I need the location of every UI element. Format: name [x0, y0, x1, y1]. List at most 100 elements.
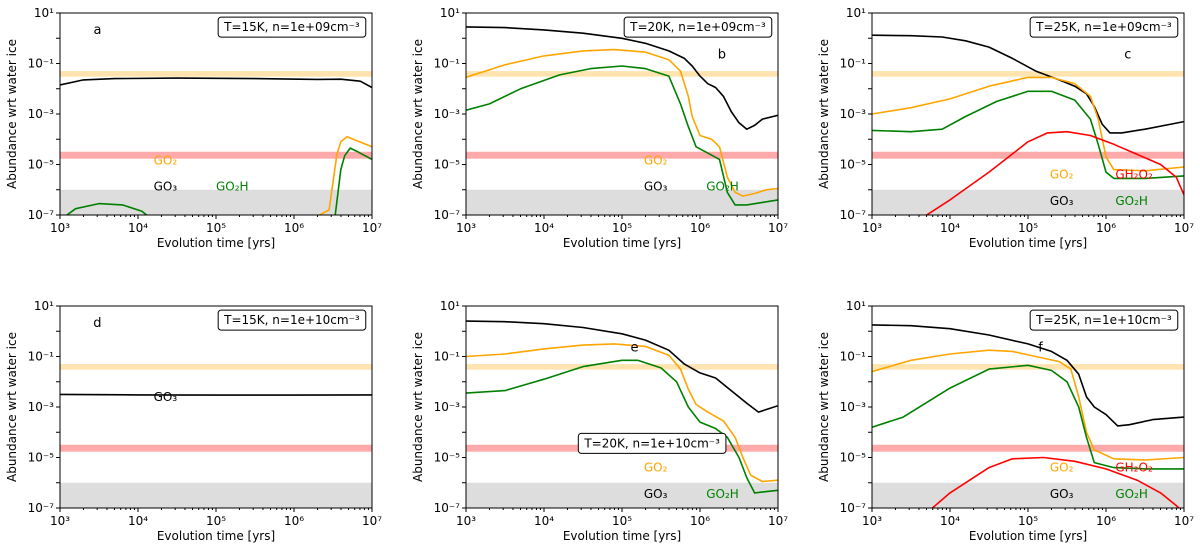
y-tick-label: 10⁻³ [434, 400, 461, 414]
series-line-GO3 [466, 320, 778, 413]
x-tick-label: 10³ [456, 221, 476, 235]
series-line-GO3 [60, 393, 372, 396]
chart-panel-b: 10³ 10⁴ 10⁵ 10⁶ 10⁷ 10⁻⁷ 10⁻⁵ 10⁻³ 10⁻¹ 10¹ Evolut… [411, 6, 788, 250]
band-red [872, 444, 1184, 452]
legend: GO₂ GO₃ GO₂H [644, 153, 739, 193]
series-line-GO3 [872, 34, 1184, 134]
series-line-GO2 [872, 349, 1184, 461]
series-line-GO2H [872, 364, 1184, 470]
y-tick-label: 10⁻⁵ [840, 158, 867, 172]
x-tick-label: 10⁵ [1018, 221, 1038, 235]
series-line-GO2 [466, 343, 778, 483]
y-tick-label: 10⁻⁷ [840, 208, 867, 222]
y-tick-label: 10¹ [440, 6, 460, 20]
plot-area [872, 324, 1184, 508]
band-orange [872, 364, 1184, 370]
y-tick-label: 10⁻¹ [28, 57, 55, 71]
info-label: T=25K, n=1e+09cm⁻³ [1035, 20, 1172, 34]
series-line-GO2 [317, 135, 372, 215]
info-box-frame [623, 16, 773, 38]
x-tick-label: 10³ [456, 514, 476, 528]
x-tick-label: 10⁷ [362, 514, 382, 528]
x-tick-label: 10³ [50, 514, 70, 528]
panel-letter: b [718, 47, 726, 62]
x-tick-label: 10⁶ [284, 221, 304, 235]
y-tick-label: 10⁻¹ [434, 57, 461, 71]
x-tick-label: 10⁴ [128, 514, 148, 528]
band-orange [60, 364, 372, 370]
band-gray [60, 189, 372, 215]
axes: 10³ 10⁴ 10⁵ 10⁶ 10⁷ 10⁻⁷ 10⁻⁵ 10⁻³ 10⁻¹ 10¹ [434, 6, 789, 235]
legend-label-GO2: GO₂ [154, 153, 178, 167]
axes: 10³ 10⁴ 10⁵ 10⁶ 10⁷ 10⁻⁷ 10⁻⁵ 10⁻³ 10⁻¹ 10¹ [840, 6, 1195, 235]
y-tick-label: 10⁻³ [840, 400, 867, 414]
y-tick-label: 10⁻⁷ [434, 501, 461, 515]
x-tick-label: 10⁷ [362, 221, 382, 235]
x-tick-label: 10⁴ [940, 514, 960, 528]
x-tick-label: 10⁷ [768, 514, 788, 528]
x-tick-label: 10³ [862, 514, 882, 528]
y-tick-label: 10⁻¹ [840, 57, 867, 71]
legend-label-GO3: GO₃ [1050, 194, 1074, 208]
y-tick-label: 10¹ [440, 299, 460, 313]
x-tick-label: 10⁵ [206, 221, 226, 235]
legend-label-GO2H: GO₂H [216, 180, 249, 194]
x-tick-label: 10⁶ [690, 221, 710, 235]
series-line-GO2H [334, 147, 372, 215]
legend-label-GO2H: GO₂H [706, 180, 739, 194]
info-box-frame [1029, 309, 1179, 331]
y-tick-label: 10⁻⁷ [840, 501, 867, 515]
y-tick-label: 10¹ [34, 299, 54, 313]
info-box-frame [217, 16, 367, 38]
band-orange [60, 71, 372, 77]
band-gray [872, 482, 1184, 508]
info-box: T=15K, n=1e+10cm⁻³ [217, 309, 367, 331]
series-line-GO2H [872, 90, 1184, 180]
info-box: T=25K, n=1e+09cm⁻³ [1029, 16, 1179, 38]
panel-letter: a [93, 23, 101, 38]
x-axis-label: Evolution time [yrs] [969, 529, 1087, 543]
info-label: T=25K, n=1e+10cm⁻³ [1035, 313, 1172, 327]
plot-frame [871, 12, 1185, 216]
legend-label-GO3: GO₃ [644, 487, 668, 501]
x-tick-label: 10⁴ [128, 221, 148, 235]
x-axis-label: Evolution time [yrs] [157, 529, 275, 543]
plot-area [60, 71, 372, 215]
info-label: T=15K, n=1e+09cm⁻³ [223, 20, 360, 34]
x-tick-label: 10⁷ [768, 221, 788, 235]
series-line-GO3 [60, 77, 372, 89]
series-line-GO2H [466, 65, 778, 206]
band-gray [60, 482, 372, 508]
band-orange [466, 364, 778, 370]
x-tick-label: 10⁵ [206, 514, 226, 528]
info-label: T=20K, n=1e+10cm⁻³ [583, 436, 720, 450]
legend-label-GO2H: GO₂H [1115, 487, 1148, 501]
x-tick-label: 10⁶ [690, 514, 710, 528]
x-tick-label: 10⁶ [284, 514, 304, 528]
y-tick-label: 10¹ [34, 6, 54, 20]
series-line-GH2O2 [931, 456, 1180, 508]
legend-label-GO2H: GO₂H [706, 487, 739, 501]
band-red [60, 151, 372, 159]
x-tick-label: 10⁴ [534, 221, 554, 235]
plot-frame [59, 305, 373, 509]
info-label: T=20K, n=1e+09cm⁻³ [629, 20, 766, 34]
y-tick-label: 10⁻³ [28, 107, 55, 121]
plot-area [872, 34, 1184, 215]
series-line-GO2 [872, 76, 1184, 172]
y-tick-label: 10⁻⁵ [434, 158, 461, 172]
info-box-frame [577, 432, 727, 454]
y-tick-label: 10⁻⁵ [840, 451, 867, 465]
y-tick-label: 10¹ [846, 6, 866, 20]
legend-label-GO3: GO₃ [1050, 487, 1074, 501]
x-tick-label: 10⁵ [1018, 514, 1038, 528]
x-tick-label: 10⁴ [940, 221, 960, 235]
x-tick-label: 10⁵ [612, 221, 632, 235]
band-gray [872, 189, 1184, 215]
axes: 10³ 10⁴ 10⁵ 10⁶ 10⁷ 10⁻⁷ 10⁻⁵ 10⁻³ 10⁻¹ 10¹ [28, 6, 383, 235]
plot-area [60, 364, 372, 508]
band-orange [872, 71, 1184, 77]
y-axis-label: Abundance wrt water ice [5, 332, 19, 482]
band-orange [466, 71, 778, 77]
y-tick-label: 10⁻³ [434, 107, 461, 121]
